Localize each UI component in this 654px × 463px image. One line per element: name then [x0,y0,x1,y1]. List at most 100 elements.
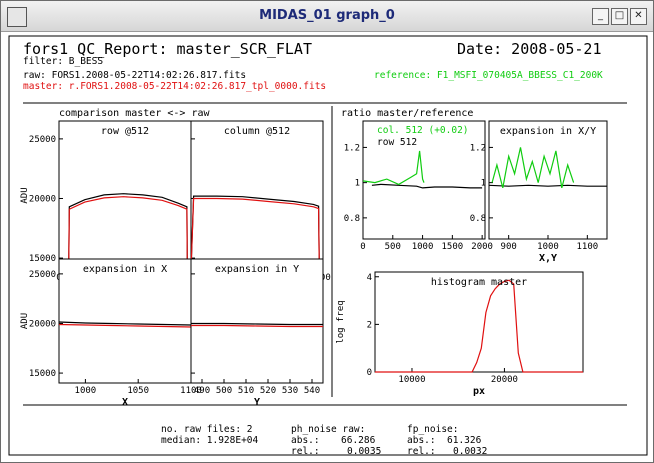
raw-file-label: raw: FORS1.2008-05-22T14:02:26.817.fits [23,70,246,81]
x-tick-label: 1000 [412,242,434,252]
y-tick-label: 25000 [29,270,56,280]
y-tick-label: 1.2 [344,143,360,153]
series-line [58,321,192,326]
x-tick-label: 20000 [491,375,518,385]
plot-frame [190,258,324,384]
y-tick-label: 1.2 [470,143,486,153]
ph-noise-label: ph_noise raw: [291,424,365,435]
series-line [191,324,323,328]
series-line [362,150,425,186]
y-tick-label: 20000 [29,319,56,329]
series-line [491,147,575,189]
y-tick-label: 0 [367,368,372,378]
filter-label: filter: B_BESS [23,56,103,67]
fp-abs-value: 61.326 [447,435,482,446]
fp-abs-label: abs.: [407,435,436,446]
y-axis-label: ADU [20,313,30,329]
fp-noise-label: fp_noise: [407,424,458,435]
series-line [190,195,320,271]
comparison-heading: comparison master <-> raw [59,108,210,119]
chart-expX: 1000 1050 1100 15000 20000 25000 expansion in … [20,258,202,408]
raw-files-count: no. raw files: 2 [161,424,253,435]
x-tick-label: 500 [385,242,401,252]
x-tick-label: 1000 [537,242,559,252]
chart-hist: 10000 20000 0 2 4 histogram master px log freq [336,271,584,397]
ph-abs-label: abs.: [291,435,320,446]
x-tick-label: 2000 [471,242,493,252]
y-axis-label: ADU [20,187,30,203]
y-tick-label: 4 [367,273,372,283]
report-date: Date: 2008-05-21 [457,40,602,58]
x-tick-label: 10000 [398,375,425,385]
x-axis-label: px [473,386,485,397]
series-line [190,197,320,271]
close-icon[interactable]: ✕ [630,8,647,25]
x-axis-label: X,Y [539,253,557,264]
chart-title: row @512 [101,126,149,137]
x-tick-label: 0 [360,242,365,252]
ph-rel-value: 0.0035 [347,446,381,457]
series-line [488,184,607,187]
report-title: fors1 QC_Report: master_SCR_FLAT [23,40,312,58]
series-line [191,322,323,326]
series-line [68,193,188,271]
x-axis-label: Y [254,397,260,408]
y-tick-label: 0.8 [470,214,486,224]
x-axis-label: X [122,397,128,408]
y-tick-label: 20000 [29,194,56,204]
report-frame [8,35,648,456]
series-line [68,196,188,271]
plot-frame [58,258,192,384]
x-tick-label: 1100 [576,242,598,252]
x-tick-label: 500 [216,386,232,396]
chart-title: expansion in X/Y [500,126,596,137]
chart-expXY: 900 1000 1100 0.8 1 1.2 expansion in X/Y X,Y [470,120,608,264]
x-tick-label: 530 [282,386,298,396]
chart-title: expansion in X [83,264,167,275]
y-tick-label: 15000 [29,254,56,264]
master-file-label: master: r.FORS1.2008-05-22T14:02:26.817_… [23,81,326,92]
x-tick-label: 510 [238,386,254,396]
qc-report-canvas: fors1 QC_Report: master_SCR_FLAT Date: 2… [8,35,648,457]
x-tick-label: 490 [194,386,210,396]
x-tick-label: 1500 [442,242,464,252]
series-line [375,279,583,373]
series-line [58,323,192,328]
window-title: MIDAS_01 graph_0 [259,8,395,23]
reference-label: reference: F1_MSFI_070405A_BBESS_C1_200K [374,70,603,81]
chart-expY: 490 500 510 520 530 540 expansion in Y Y [190,258,324,408]
y-tick-label: 25000 [29,135,56,145]
fp-rel-value: 0.0032 [453,446,487,457]
y-tick-label: 1 [481,179,486,189]
window-menu-icon[interactable] [7,7,27,27]
series-line [371,183,483,189]
chart-title: column @512 [224,126,290,137]
ratio-heading: ratio master/reference [341,108,473,119]
x-tick-label: 1100 [180,386,202,396]
y-tick-label: 15000 [29,369,56,379]
chart-title: expansion in Y [215,264,299,275]
maximize-icon[interactable]: □ [611,8,628,25]
x-tick-label: 1050 [127,386,149,396]
x-tick-label: 1000 [75,386,97,396]
fp-rel-label: rel.: [407,446,436,457]
plot-frame [58,120,192,271]
title-bar[interactable]: MIDAS_01 graph_0 _ □ ✕ [1,1,653,32]
legend-entry: col. 512 (+0.02) [377,125,469,136]
minimize-icon[interactable]: _ [592,8,609,25]
legend-entry: row 512 [377,137,417,148]
charts-layer: 0500100015002000150002000025000row @512A… [20,120,608,408]
chart-title: histogram master [431,277,527,288]
y-tick-label: 1 [355,179,360,189]
x-tick-label: 540 [304,386,320,396]
x-tick-label: 520 [260,386,276,396]
y-tick-label: 2 [367,320,372,330]
ph-rel-label: rel.: [291,446,320,457]
median-value: median: 1.928E+04 [161,435,259,446]
ph-abs-value: 66.286 [341,435,376,446]
plot-frame [488,120,608,240]
x-tick-label: 900 [501,242,517,252]
y-axis-label: log freq [336,300,346,343]
